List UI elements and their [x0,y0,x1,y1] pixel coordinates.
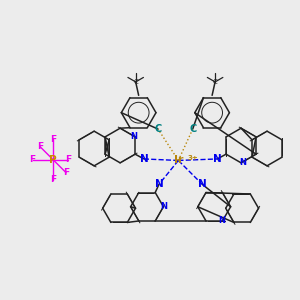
Text: F: F [30,155,36,164]
Text: Ir: Ir [174,155,183,166]
Text: N: N [130,132,137,141]
Text: C: C [213,79,218,85]
Text: C: C [154,124,162,134]
Text: P: P [49,154,57,165]
Text: N: N [140,154,148,164]
Text: F: F [50,176,56,184]
Text: C: C [189,124,196,134]
Text: N: N [213,154,222,164]
Text: F: F [50,135,56,144]
Text: N: N [198,179,207,189]
Text: N: N [239,158,246,167]
Text: N: N [154,179,163,189]
Text: 3+: 3+ [188,155,199,161]
Text: C: C [133,79,138,85]
Text: F: F [63,168,69,177]
Text: F: F [65,155,71,164]
Text: N: N [218,217,225,226]
Text: F: F [37,142,43,151]
Text: N: N [160,202,167,211]
